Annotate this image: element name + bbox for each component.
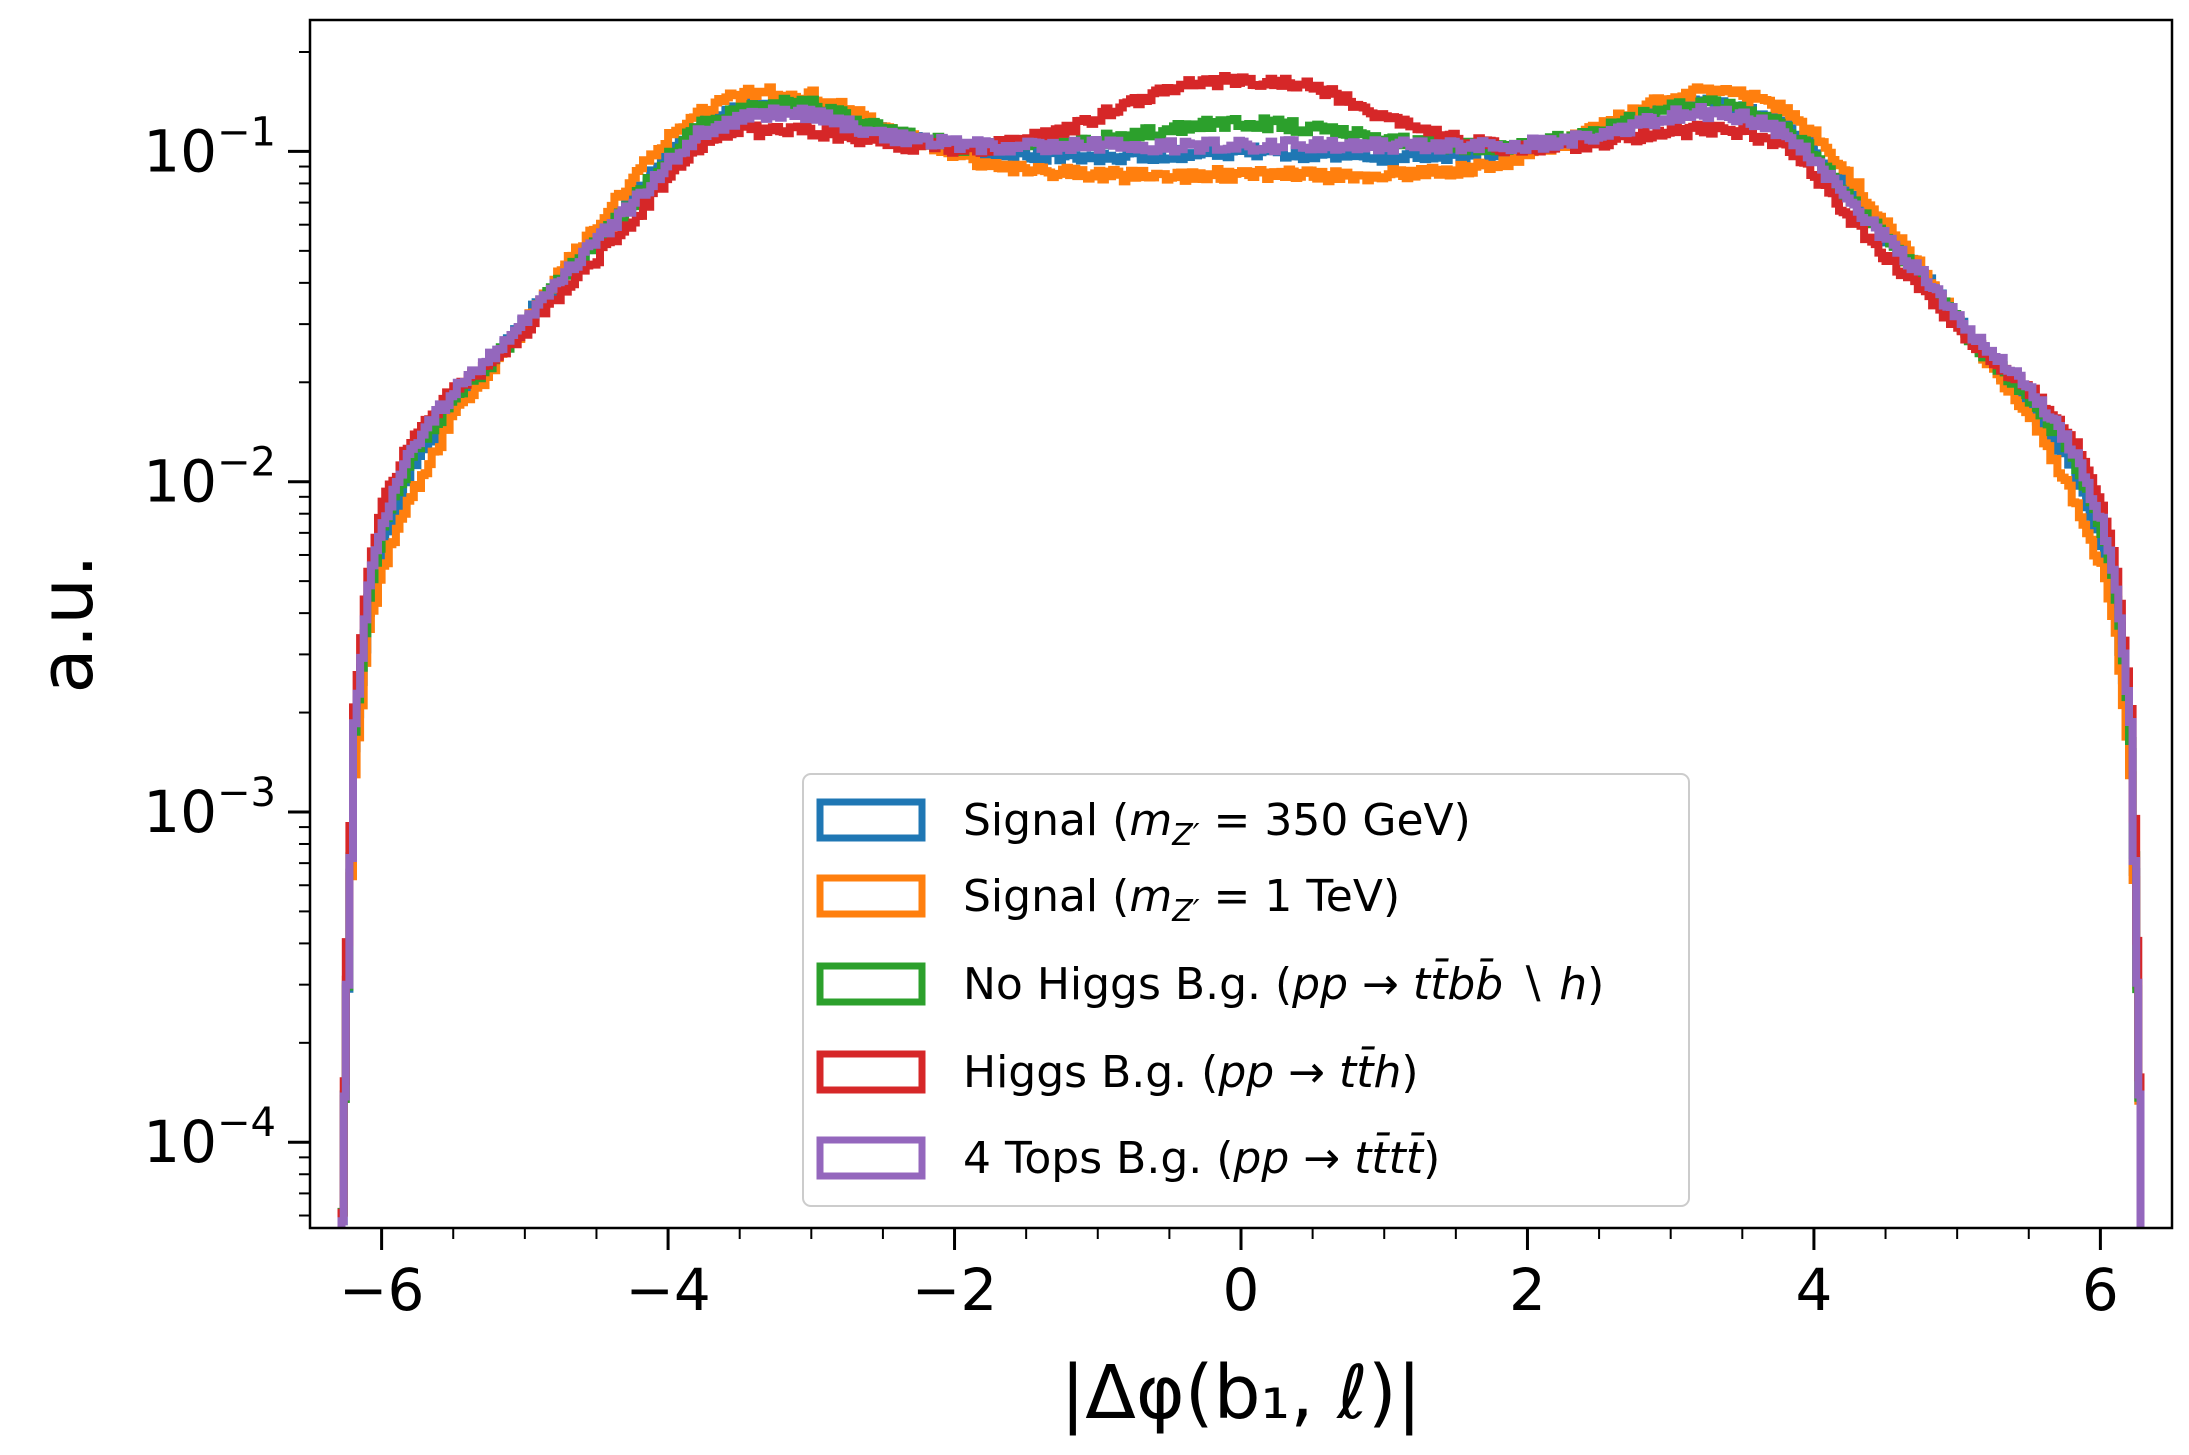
- x-tick-label: −2: [912, 1256, 998, 1324]
- x-tick-label: 0: [1223, 1256, 1260, 1324]
- legend-swatch: [816, 874, 926, 918]
- x-tick-label: −4: [625, 1256, 711, 1324]
- y-axis-title: a.u.: [24, 554, 110, 693]
- legend: Signal (mZ′ = 350 GeV) Signal (mZ′ = 1 Te…: [802, 773, 1690, 1207]
- series-layer: [337, 72, 2145, 1228]
- series-line-5: [337, 103, 2145, 1228]
- legend-swatch: [816, 798, 926, 842]
- series-line-4: [337, 72, 2145, 1228]
- x-tick-label: 2: [1509, 1256, 1546, 1324]
- legend-swatch: [816, 962, 926, 1006]
- legend-entry: Higgs B.g. (pp → tt̄h): [963, 1045, 1419, 1098]
- legend-entry: 4 Tops B.g. (pp → tt̄tt̄): [963, 1131, 1440, 1184]
- y-tick-label: 10−1: [143, 109, 276, 185]
- series-line-2: [337, 83, 2145, 1228]
- legend-entry: Signal (mZ′ = 1 TeV): [963, 871, 1400, 929]
- legend-entry: Signal (mZ′ = 350 GeV): [963, 795, 1471, 853]
- legend-frame: [802, 773, 1690, 1207]
- legend-swatch: [816, 1136, 926, 1180]
- legend-swatch: [816, 1050, 926, 1094]
- y-tick-label: 10−2: [143, 440, 276, 516]
- y-axis: 10−1 10−2 10−3 10−4: [143, 51, 310, 1217]
- x-axis-title: |Δφ(b₁, ℓ)|: [1060, 1350, 1421, 1436]
- x-tick-label: −6: [339, 1256, 425, 1324]
- legend-entry: No Higgs B.g. (pp → tt̄bb̄ ∖ h): [963, 957, 1604, 1010]
- y-tick-label: 10−4: [143, 1100, 276, 1176]
- x-tick-label: 4: [1795, 1256, 1832, 1324]
- x-tick-label: 6: [2082, 1256, 2119, 1324]
- x-axis: −6 −4 −2 0 2 4 6: [339, 1228, 2119, 1324]
- y-tick-label: 10−3: [143, 770, 276, 846]
